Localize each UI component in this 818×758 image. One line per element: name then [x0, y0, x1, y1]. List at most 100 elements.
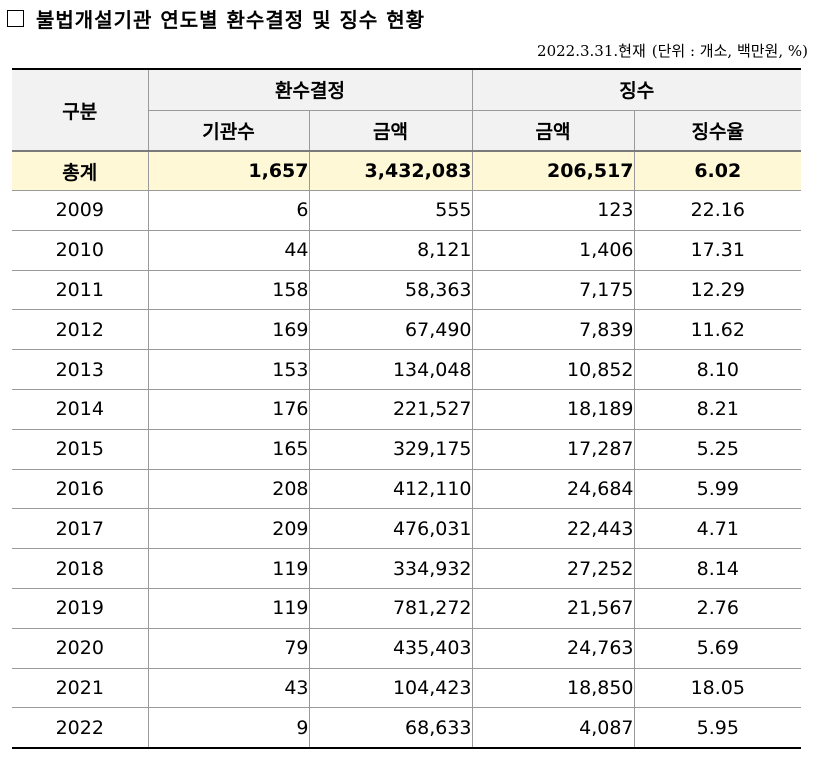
collection-amount-cell: 4,087 — [471, 707, 635, 750]
collection-amount-cell: 7,175 — [471, 269, 635, 311]
collection-amount-cell: 24,684 — [471, 468, 635, 510]
header-collection: 징수 — [471, 68, 802, 111]
collection-rate-cell: 8.14 — [633, 548, 802, 589]
year-cell: 2012 — [12, 309, 149, 351]
collection-rate-cell: 5.25 — [633, 428, 802, 470]
table-body: 총계 1,657 3,432,083 206,517 6.02 2009 6 555… — [12, 150, 802, 750]
header-category: 구분 — [12, 68, 149, 152]
year-cell: 2021 — [12, 667, 149, 709]
institution-count-cell: 6 — [147, 190, 310, 231]
institution-count-cell: 79 — [147, 627, 310, 669]
decision-amount-cell: 476,031 — [308, 508, 473, 550]
total-collection-amount: 206,517 — [471, 150, 635, 191]
decision-amount-cell: 412,110 — [308, 468, 473, 510]
header-collection-amount: 금액 — [471, 109, 635, 152]
collection-rate-cell: 8.10 — [633, 349, 802, 390]
unit-note: (단위 : 개소, 백만원, %) — [651, 42, 808, 60]
document-title: 불법개설기관 연도별 환수결정 및 징수 현황 — [36, 7, 426, 32]
year-cell: 2013 — [12, 349, 149, 390]
decision-amount-cell: 221,527 — [308, 388, 473, 430]
header-collection-rate: 징수율 — [633, 109, 802, 152]
collection-amount-cell: 123 — [471, 190, 635, 231]
table-row: 2015 165 329,175 17,287 5.25 — [12, 428, 802, 470]
header-institution-count: 기관수 — [148, 109, 310, 152]
institution-count-cell: 9 — [147, 707, 310, 750]
as-of-date: 2022.3.31.현재 — [537, 42, 646, 60]
collection-amount-cell: 10,852 — [471, 349, 635, 390]
year-cell: 2020 — [12, 627, 149, 669]
checkbox-square-icon — [7, 9, 24, 27]
table-row: 2018 119 334,932 27,252 8.14 — [12, 548, 802, 589]
collection-amount-cell: 18,850 — [471, 667, 635, 709]
institution-count-cell: 44 — [147, 229, 310, 271]
table-row: 2009 6 555 123 22.16 — [12, 190, 802, 231]
decision-amount-cell: 58,363 — [308, 269, 473, 311]
total-collection-rate: 6.02 — [633, 150, 802, 191]
collection-rate-cell: 11.62 — [633, 309, 802, 351]
decision-amount-cell: 68,633 — [308, 707, 473, 750]
collection-rate-cell: 12.29 — [633, 269, 802, 311]
collection-rate-cell: 4.71 — [633, 508, 802, 550]
year-cell: 2016 — [12, 468, 149, 510]
decision-amount-cell: 329,175 — [308, 428, 473, 470]
table-header: 구분 환수결정 징수 기관수 금액 금액 징수율 — [12, 68, 802, 152]
collection-rate-cell: 18.05 — [633, 667, 802, 709]
table-row: 2012 169 67,490 7,839 11.62 — [12, 309, 802, 351]
collection-rate-cell: 5.95 — [633, 707, 802, 750]
document-title-row: 불법개설기관 연도별 환수결정 및 징수 현황 — [7, 5, 426, 32]
institution-count-cell: 158 — [147, 269, 310, 311]
table-row: 2011 158 58,363 7,175 12.29 — [12, 269, 802, 311]
table-meta: 2022.3.31.현재 (단위 : 개소, 백만원, %) — [537, 40, 808, 61]
table-row: 2014 176 221,527 18,189 8.21 — [12, 388, 802, 430]
institution-count-cell: 169 — [147, 309, 310, 351]
header-recovery-decision: 환수결정 — [147, 68, 473, 111]
collection-amount-cell: 24,763 — [471, 627, 635, 669]
table-row: 2022 9 68,633 4,087 5.95 — [12, 707, 802, 750]
institution-count-cell: 153 — [147, 349, 310, 390]
decision-amount-cell: 781,272 — [308, 587, 473, 629]
year-cell: 2022 — [12, 707, 149, 750]
table-row: 2021 43 104,423 18,850 18.05 — [12, 667, 802, 709]
table-row: 2019 119 781,272 21,567 2.76 — [12, 587, 802, 629]
institution-count-cell: 208 — [147, 468, 310, 510]
decision-amount-cell: 134,048 — [308, 349, 473, 390]
table-row: 2020 79 435,403 24,763 5.69 — [12, 627, 802, 669]
total-label: 총계 — [12, 150, 149, 191]
collection-rate-cell: 22.16 — [633, 190, 802, 231]
year-cell: 2019 — [12, 587, 149, 629]
year-cell: 2018 — [12, 548, 149, 589]
collection-rate-cell: 2.76 — [633, 587, 802, 629]
collection-amount-cell: 7,839 — [471, 309, 635, 351]
collection-amount-cell: 22,443 — [471, 508, 635, 550]
total-row: 총계 1,657 3,432,083 206,517 6.02 — [12, 150, 802, 191]
collection-rate-cell: 17.31 — [633, 229, 802, 271]
table-row: 2010 44 8,121 1,406 17.31 — [12, 229, 802, 271]
total-decision-amount: 3,432,083 — [308, 150, 473, 191]
collection-amount-cell: 18,189 — [471, 388, 635, 430]
year-cell: 2014 — [12, 388, 149, 430]
year-cell: 2017 — [12, 508, 149, 550]
decision-amount-cell: 435,403 — [308, 627, 473, 669]
year-cell: 2010 — [12, 229, 149, 271]
year-cell: 2009 — [12, 190, 149, 231]
table-row: 2013 153 134,048 10,852 8.10 — [12, 349, 802, 390]
decision-amount-cell: 8,121 — [308, 229, 473, 271]
year-cell: 2015 — [12, 428, 149, 470]
institution-count-cell: 119 — [147, 587, 310, 629]
table-row: 2016 208 412,110 24,684 5.99 — [12, 468, 802, 510]
collection-rate-cell: 5.69 — [633, 627, 802, 669]
decision-amount-cell: 104,423 — [308, 667, 473, 709]
institution-count-cell: 165 — [147, 428, 310, 470]
collection-rate-cell: 8.21 — [633, 388, 802, 430]
collection-amount-cell: 21,567 — [471, 587, 635, 629]
institution-count-cell: 119 — [147, 548, 310, 589]
collection-amount-cell: 1,406 — [471, 229, 635, 271]
institution-count-cell: 209 — [147, 508, 310, 550]
collection-amount-cell: 27,252 — [471, 548, 635, 589]
decision-amount-cell: 334,932 — [308, 548, 473, 589]
header-decision-amount: 금액 — [308, 109, 473, 152]
institution-count-cell: 176 — [147, 388, 310, 430]
year-cell: 2011 — [12, 269, 149, 311]
collection-rate-cell: 5.99 — [633, 468, 802, 510]
decision-amount-cell: 555 — [308, 190, 473, 231]
